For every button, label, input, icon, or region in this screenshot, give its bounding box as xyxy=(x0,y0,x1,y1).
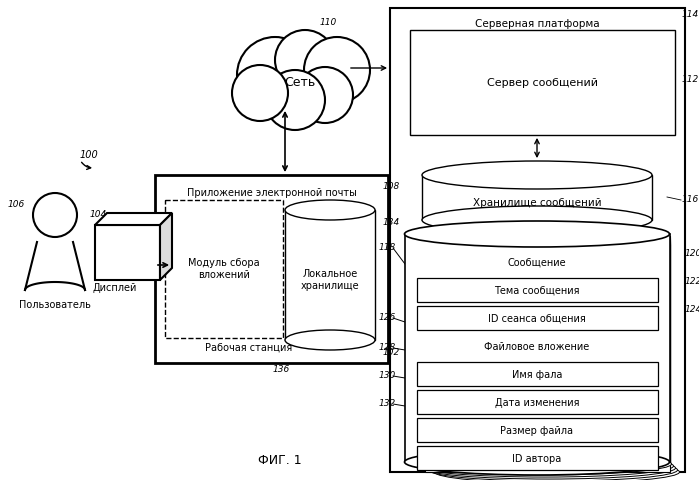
Text: 100: 100 xyxy=(80,150,99,160)
Text: Рабочая станция: Рабочая станция xyxy=(205,343,292,353)
Text: Тема сообщения: Тема сообщения xyxy=(494,286,579,296)
Circle shape xyxy=(33,193,77,237)
Circle shape xyxy=(304,37,370,103)
Text: Имя фала: Имя фала xyxy=(512,370,562,380)
Ellipse shape xyxy=(435,461,679,480)
Circle shape xyxy=(265,70,325,130)
Text: 110: 110 xyxy=(320,18,337,27)
Text: 124: 124 xyxy=(685,305,699,314)
Text: ID сеанса общения: ID сеанса общения xyxy=(488,314,586,324)
Ellipse shape xyxy=(417,455,674,477)
Text: 102: 102 xyxy=(383,348,401,357)
FancyBboxPatch shape xyxy=(412,238,670,466)
Text: Дисплей: Дисплей xyxy=(93,283,137,293)
FancyBboxPatch shape xyxy=(417,278,658,302)
Text: Модуль сбора
вложений: Модуль сбора вложений xyxy=(188,258,260,280)
Circle shape xyxy=(297,67,353,123)
Ellipse shape xyxy=(422,206,652,234)
FancyBboxPatch shape xyxy=(95,225,160,280)
FancyBboxPatch shape xyxy=(155,175,388,363)
FancyBboxPatch shape xyxy=(417,390,658,414)
Text: Файловое вложение: Файловое вложение xyxy=(484,342,590,352)
Text: Локальное
хранилище: Локальное хранилище xyxy=(301,269,359,291)
Text: 122: 122 xyxy=(685,277,699,287)
FancyBboxPatch shape xyxy=(165,200,283,338)
FancyBboxPatch shape xyxy=(410,30,675,135)
Text: 130: 130 xyxy=(379,372,396,381)
Text: 128: 128 xyxy=(379,344,396,352)
Text: Сообщение: Сообщение xyxy=(507,258,566,268)
Text: 134: 134 xyxy=(383,218,401,227)
FancyBboxPatch shape xyxy=(408,236,670,464)
Text: 120: 120 xyxy=(685,250,699,259)
Text: 106: 106 xyxy=(8,200,25,209)
Text: 114: 114 xyxy=(682,10,699,19)
FancyBboxPatch shape xyxy=(390,8,685,472)
Circle shape xyxy=(232,65,288,121)
Text: Сервер сообщений: Сервер сообщений xyxy=(487,77,598,87)
Ellipse shape xyxy=(428,459,677,480)
Text: 136: 136 xyxy=(273,365,290,374)
Text: 104: 104 xyxy=(90,210,107,219)
Text: 108: 108 xyxy=(383,182,401,191)
Text: 132: 132 xyxy=(379,399,396,408)
Text: 112: 112 xyxy=(682,75,699,84)
Circle shape xyxy=(275,30,335,90)
Text: ФИГ. 1: ФИГ. 1 xyxy=(258,454,302,467)
Text: Серверная платформа: Серверная платформа xyxy=(475,19,600,29)
FancyBboxPatch shape xyxy=(424,244,670,472)
Text: Приложение электронной почты: Приложение электронной почты xyxy=(187,188,356,198)
Text: ID автора: ID автора xyxy=(512,454,561,464)
Text: Дата изменения: Дата изменения xyxy=(495,398,579,408)
Ellipse shape xyxy=(405,449,670,475)
FancyBboxPatch shape xyxy=(417,418,658,442)
Text: 118: 118 xyxy=(379,243,396,252)
Polygon shape xyxy=(95,213,172,225)
Ellipse shape xyxy=(285,200,375,220)
Ellipse shape xyxy=(405,221,670,247)
FancyBboxPatch shape xyxy=(422,175,652,220)
Circle shape xyxy=(237,37,313,113)
Polygon shape xyxy=(160,213,172,280)
FancyBboxPatch shape xyxy=(417,306,658,330)
FancyBboxPatch shape xyxy=(417,446,658,470)
FancyBboxPatch shape xyxy=(405,234,670,462)
Text: 126: 126 xyxy=(379,313,396,323)
Text: Сеть: Сеть xyxy=(284,76,316,89)
FancyBboxPatch shape xyxy=(285,210,375,340)
FancyBboxPatch shape xyxy=(417,240,670,468)
Ellipse shape xyxy=(285,330,375,350)
Text: Хранилище сообщений: Хранилище сообщений xyxy=(473,197,601,207)
Ellipse shape xyxy=(422,161,652,189)
FancyBboxPatch shape xyxy=(421,242,670,470)
Ellipse shape xyxy=(410,453,672,475)
Ellipse shape xyxy=(422,457,675,479)
FancyBboxPatch shape xyxy=(417,362,658,386)
Text: 116: 116 xyxy=(682,195,699,204)
Text: Размер файла: Размер файла xyxy=(500,426,573,436)
Text: Пользователь: Пользователь xyxy=(19,300,91,310)
